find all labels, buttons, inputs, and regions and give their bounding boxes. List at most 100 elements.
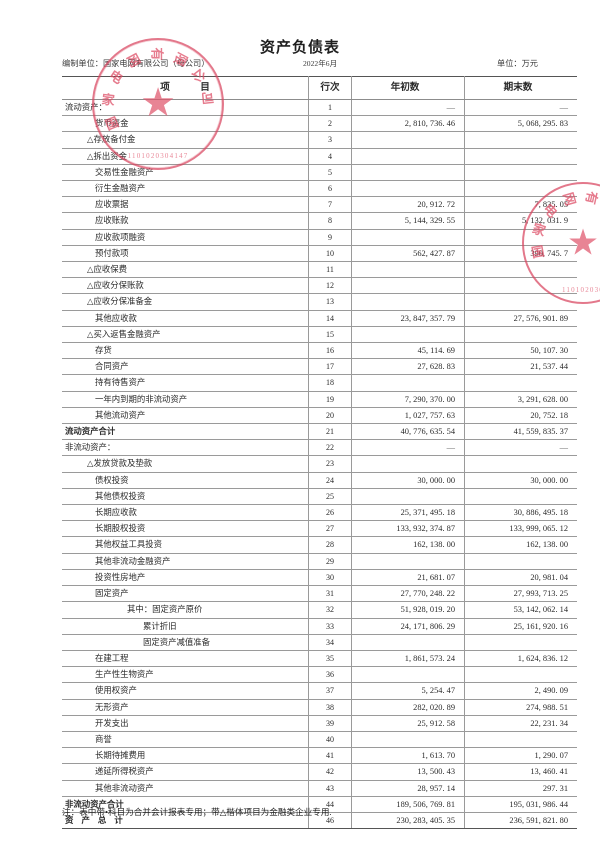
page-title: 资产负债表	[259, 40, 340, 56]
row-begin-amount: 21, 681. 07	[351, 569, 465, 587]
row-item-text: 应收账款	[95, 216, 129, 226]
row-end-amount: 25, 161, 920. 16	[464, 618, 577, 635]
row-item-label: 其他非流动金融资产	[62, 553, 309, 570]
row-item-text: 其中：固定资产原价	[127, 605, 203, 615]
row-end-amount	[464, 131, 577, 149]
row-item-text: 长期应收款	[95, 508, 137, 518]
row-end-amount	[464, 293, 577, 311]
table-row: 生产性生物资产 36	[62, 666, 577, 684]
row-end-amount: 13, 460. 41	[464, 763, 577, 781]
row-end-amount: 274, 988. 51	[464, 699, 577, 716]
row-item-label: 应收票据	[62, 196, 309, 214]
row-end-amount	[464, 148, 577, 165]
table-row: 其他非流动金融资产 29	[62, 553, 577, 570]
row-end-amount: 7, 835. 05	[464, 196, 577, 214]
row-number: 11	[308, 261, 352, 279]
table-row: △拆出资金 4	[62, 148, 577, 165]
row-number: 2	[308, 115, 352, 133]
row-end-amount: 236, 591, 821. 80	[464, 812, 577, 830]
table-row: 流动资产： 1— —	[62, 99, 577, 117]
row-end-amount	[464, 455, 577, 473]
row-item-label: △应收分保账款	[62, 277, 309, 295]
row-number: 40	[308, 731, 352, 749]
row-item-text: 商誉	[95, 734, 112, 744]
row-number: 46	[308, 812, 352, 830]
header-row-no: 行次	[308, 76, 352, 100]
row-number: 17	[308, 358, 352, 376]
row-number: 25	[308, 488, 352, 506]
row-item-label: 长期应收款	[62, 504, 309, 522]
row-end-amount	[464, 488, 577, 506]
row-begin-amount: 45, 114. 69	[351, 342, 465, 360]
row-begin-amount: 51, 928, 019. 20	[351, 601, 465, 619]
row-end-amount: 1, 624, 836. 12	[464, 650, 577, 668]
row-item-label: 投资性房地产	[62, 569, 309, 587]
row-end-amount: 195, 031, 986. 44	[464, 796, 577, 813]
table-row: 累计折旧 33 24, 171, 806. 29 25, 161, 920. 16	[62, 618, 577, 635]
row-end-amount: 1, 290. 07	[464, 747, 577, 765]
table-row: 交易性金融资产 5	[62, 164, 577, 182]
row-item-label: 存货	[62, 342, 309, 360]
compiler-unit-label: 编制单位：国家电网有限公司（母公司）	[62, 59, 210, 68]
table-row: 在建工程 35 1, 861, 573. 24 1, 624, 836. 12	[62, 650, 577, 668]
row-end-amount	[464, 666, 577, 684]
row-number: 42	[308, 763, 352, 781]
table-row: 长期待摊费用 41 1, 613. 70 1, 290. 07	[62, 747, 577, 765]
table-row: 开发支出 39 25, 912. 58 22, 231. 34	[62, 715, 577, 732]
row-number: 38	[308, 699, 352, 716]
row-item-label: 应收账款	[62, 212, 309, 230]
row-begin-amount: 133, 932, 374. 87	[351, 520, 465, 538]
row-begin-amount	[351, 326, 465, 344]
row-item-text: 货币资金	[95, 119, 129, 129]
row-begin-amount	[351, 180, 465, 198]
row-end-amount: 5, 132, 031. 9	[464, 212, 577, 230]
row-begin-amount: 7, 290, 370. 00	[351, 391, 465, 408]
row-begin-amount: —	[351, 99, 465, 117]
row-end-amount: 20, 981. 04	[464, 569, 577, 587]
row-number: 8	[308, 212, 352, 230]
row-item-text: △应收保费	[87, 265, 127, 275]
row-begin-amount	[351, 553, 465, 570]
row-number: 18	[308, 374, 352, 392]
table-header-row: 项 目 行次 年初数 期末数	[62, 76, 577, 100]
row-item-label: 应收款项融资	[62, 229, 309, 246]
row-end-amount	[464, 180, 577, 198]
row-end-amount: 5, 068, 295. 83	[464, 115, 577, 133]
table-row: 存货 16 45, 114. 69 50, 107. 30	[62, 342, 577, 360]
row-item-label: 其中：固定资产原价	[62, 601, 309, 619]
amount-unit-label: 单位：万元	[497, 59, 538, 68]
row-item-text: 无形资产	[95, 702, 129, 712]
row-end-amount: 27, 576, 901. 89	[464, 310, 577, 327]
row-begin-amount: 40, 776, 635. 54	[351, 423, 465, 441]
row-number: 13	[308, 293, 352, 311]
row-item-text: 非流动资产：	[65, 443, 116, 453]
table-row: 其他非流动资产 43 28, 957. 14 297. 31	[62, 780, 577, 797]
row-number: 41	[308, 747, 352, 765]
row-begin-amount: 282, 020. 89	[351, 699, 465, 716]
row-item-label: △存放备付金	[62, 131, 309, 149]
table-row: 持有待售资产 18	[62, 374, 577, 392]
row-begin-amount	[351, 488, 465, 506]
row-item-text: 固定资产减值准备	[143, 637, 210, 647]
table-row: 商誉 40	[62, 731, 577, 749]
row-end-amount	[464, 277, 577, 295]
row-begin-amount: 25, 912. 58	[351, 715, 465, 732]
row-item-label: 货币资金	[62, 115, 309, 133]
table-row: 固定资产减值准备 34	[62, 634, 577, 651]
row-begin-amount: 5, 254. 47	[351, 682, 465, 700]
row-item-label: 在建工程	[62, 650, 309, 668]
row-item-text: 应收票据	[95, 200, 129, 210]
table-row: 合同资产 17 27, 628. 83 21, 537. 44	[62, 358, 577, 376]
row-number: 37	[308, 682, 352, 700]
row-item-text: 在建工程	[95, 653, 129, 663]
row-item-label: 其他债权投资	[62, 488, 309, 506]
row-end-amount: 30, 000. 00	[464, 472, 577, 489]
row-number: 6	[308, 180, 352, 198]
row-end-amount	[464, 164, 577, 182]
report-period: 2022年6月	[303, 59, 338, 68]
row-end-amount	[464, 261, 577, 279]
table-row: 其他应收款 14 23, 847, 357. 79 27, 576, 901. 89	[62, 310, 577, 327]
row-number: 39	[308, 715, 352, 732]
table-row: 长期股权投资 27 133, 932, 374. 87 133, 999, 065. …	[62, 520, 577, 538]
row-begin-amount	[351, 164, 465, 182]
